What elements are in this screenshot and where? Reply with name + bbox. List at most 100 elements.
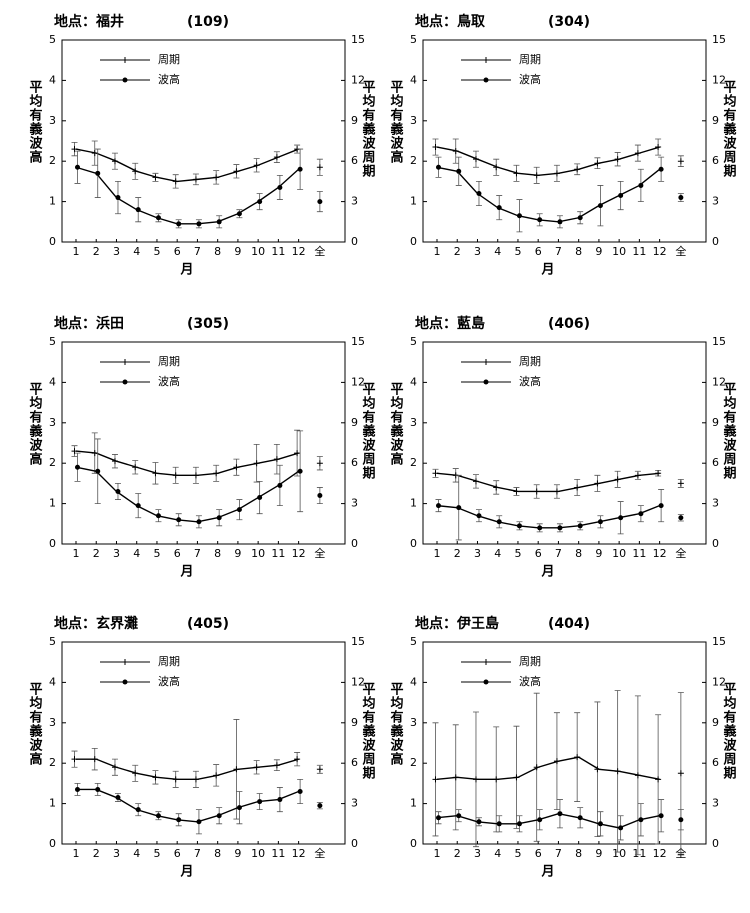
- point: [152, 774, 159, 781]
- point: [95, 468, 101, 474]
- x-tick-label: 12: [653, 847, 667, 860]
- y-tick-label: 5: [49, 635, 56, 648]
- point: [236, 805, 242, 811]
- x-tick-label: 10: [612, 245, 626, 258]
- point: [316, 164, 323, 171]
- x-tick-label: 9: [234, 245, 241, 258]
- y-tick-label: 0: [410, 537, 417, 550]
- y2-tick-label: 12: [712, 375, 726, 388]
- plot-frame: [61, 641, 346, 845]
- point: [432, 776, 439, 783]
- point: [638, 182, 644, 188]
- y2-tick-label: 15: [351, 33, 365, 46]
- x-axis-label: 月: [179, 263, 193, 278]
- y2-tick-label: 15: [351, 635, 365, 648]
- x-tick-label: 2: [454, 847, 461, 860]
- x-tick-label: 5: [153, 245, 160, 258]
- point: [176, 817, 182, 823]
- chart-title: 地点：浜田: [54, 315, 124, 332]
- y-tick-label: 2: [410, 154, 417, 167]
- y2-tick-label: 0: [712, 837, 719, 850]
- point: [294, 450, 301, 457]
- point: [597, 821, 603, 827]
- chart-title: 地点：玄界灘: [54, 615, 138, 632]
- point: [472, 478, 479, 485]
- point: [677, 770, 684, 777]
- x-tick-label: 8: [214, 245, 221, 258]
- point: [513, 170, 520, 177]
- legend-label: 周期: [519, 655, 541, 668]
- point: [658, 503, 664, 509]
- x-tick-label: 1: [73, 245, 80, 258]
- y2-tick-label: 0: [712, 537, 719, 550]
- y-tick-label: 5: [49, 335, 56, 348]
- point: [192, 472, 199, 479]
- x-axis-label: 月: [540, 263, 554, 278]
- point: [557, 219, 563, 225]
- y-tick-label: 3: [410, 716, 417, 729]
- point: [537, 525, 543, 531]
- x-axis-label: 月: [179, 565, 193, 580]
- station-code: (304): [548, 14, 590, 30]
- point: [496, 519, 502, 525]
- point: [297, 468, 303, 474]
- point: [476, 513, 482, 519]
- point: [496, 205, 502, 211]
- x-tick-label: 10: [612, 547, 626, 560]
- station-code: (305): [187, 316, 229, 332]
- x-tick-label: 7: [555, 847, 562, 860]
- point: [533, 488, 540, 495]
- point: [273, 456, 280, 463]
- legend-marker: [122, 57, 128, 63]
- y-tick-label: 4: [49, 73, 56, 86]
- point: [111, 764, 118, 771]
- x-tick-label: 4: [133, 547, 140, 560]
- station-code: (405): [187, 616, 229, 632]
- series-line: [75, 148, 299, 183]
- point: [577, 815, 583, 821]
- x-tick-label: 1: [434, 547, 441, 560]
- y2-tick-label: 9: [351, 416, 358, 429]
- x-tick-label: 5: [514, 245, 521, 258]
- y2-axis-label: 平均有義波周期: [360, 80, 376, 178]
- x-tick-label: 10: [251, 847, 265, 860]
- point: [456, 813, 462, 819]
- point: [432, 470, 439, 477]
- y-tick-label: 4: [410, 675, 417, 688]
- y2-tick-label: 12: [351, 675, 365, 688]
- legend-marker: [483, 57, 489, 63]
- y-tick-label: 0: [49, 837, 56, 850]
- y-tick-label: 3: [410, 416, 417, 429]
- y-axis-label: 平均有義波高: [27, 80, 43, 164]
- y2-axis-label: 平均有義波周期: [360, 682, 376, 780]
- point: [317, 493, 323, 499]
- point: [196, 221, 202, 227]
- point: [75, 786, 80, 792]
- y-tick-label: 4: [410, 73, 417, 86]
- station-code: (406): [548, 316, 590, 332]
- point: [95, 786, 101, 792]
- point: [317, 199, 323, 205]
- station-code: (404): [548, 616, 590, 632]
- y-tick-label: 5: [49, 33, 56, 46]
- x-tick-label: 11: [632, 847, 646, 860]
- y-tick-label: 0: [410, 235, 417, 248]
- x-tick-label: 4: [494, 245, 501, 258]
- point: [577, 215, 583, 221]
- point: [297, 166, 303, 172]
- y2-tick-label: 15: [712, 635, 726, 648]
- series-line: [75, 466, 300, 523]
- y-tick-label: 1: [49, 195, 56, 208]
- y-tick-label: 5: [410, 635, 417, 648]
- x-tick-label: 5: [153, 847, 160, 860]
- y-tick-label: 3: [49, 716, 56, 729]
- point: [678, 195, 684, 201]
- x-tick-label: 9: [234, 847, 241, 860]
- x-tick-label: 10: [251, 245, 265, 258]
- x-tick-label: 8: [575, 847, 582, 860]
- point: [618, 515, 624, 521]
- point: [496, 821, 502, 827]
- point: [253, 162, 260, 169]
- y2-axis-label: 平均有義波周期: [721, 382, 737, 480]
- point: [436, 164, 441, 170]
